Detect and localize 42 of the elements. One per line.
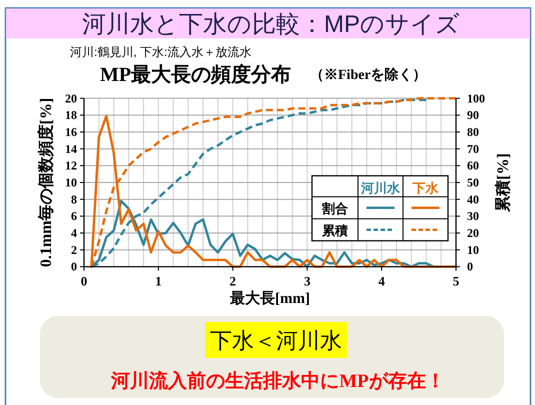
y2-tick-label: 60 <box>467 158 479 173</box>
y2-tick-label: 90 <box>467 108 479 122</box>
title: 河川水と下水の比較：MPのサイズ <box>6 8 530 38</box>
conclusion-note: 河川流入前の生活排水中にMPが存在！ <box>111 370 445 392</box>
x-tick-label: 0 <box>80 273 88 288</box>
x-tick-label: 5 <box>452 273 460 288</box>
legend-row-label: 割合 <box>322 200 348 216</box>
y-tick-label: 2 <box>71 242 77 257</box>
ylabel: 0.1mm毎の個数頻度[%] <box>38 98 54 268</box>
legend-label: 下水 <box>412 180 438 195</box>
y2-tick-label: 70 <box>467 142 479 156</box>
subtitle: 河川:鶴見川, 下水:流入水＋放流水 <box>70 45 252 59</box>
y2-tick-label: 80 <box>467 124 479 139</box>
x-tick-label: 1 <box>155 273 162 288</box>
x-tick-label: 3 <box>304 273 311 288</box>
y-tick-label: 12 <box>65 158 77 173</box>
x-tick-label: 4 <box>378 273 386 288</box>
y2-tick-label: 100 <box>467 91 485 106</box>
y2-tick-label: 50 <box>467 176 479 190</box>
y-tick-label: 16 <box>65 124 77 139</box>
y2-tick-label: 10 <box>467 242 479 257</box>
chart-heading: MP最大長の頻度分布 <box>100 64 292 86</box>
y2-tick-label: 40 <box>467 192 479 206</box>
y2-tick-label: 0 <box>467 260 473 274</box>
y-tick-label: 0 <box>71 260 77 274</box>
y-tick-label: 20 <box>65 91 77 106</box>
y-tick-label: 10 <box>65 176 77 190</box>
conclusion: 下水＜河川水 <box>205 322 347 358</box>
y-tick-label: 4 <box>71 226 77 240</box>
y2label: 累積[%] <box>494 153 512 212</box>
xlabel: 最大長[mm] <box>230 291 310 307</box>
y-tick-label: 18 <box>65 108 77 122</box>
chart-heading-note: （※Fiberを除く） <box>310 68 427 82</box>
y2-tick-label: 20 <box>467 226 479 240</box>
y-tick-label: 14 <box>65 142 77 156</box>
chart-title: 河川水と下水の比較：MPのサイズ <box>82 10 460 38</box>
y-tick-label: 6 <box>71 209 77 224</box>
legend-label: 河川水 <box>361 180 400 195</box>
x-tick-label: 2 <box>230 273 236 288</box>
y2-tick-label: 30 <box>467 209 479 224</box>
y-tick-label: 8 <box>71 192 77 206</box>
legend-row-label: 累積 <box>322 222 348 238</box>
